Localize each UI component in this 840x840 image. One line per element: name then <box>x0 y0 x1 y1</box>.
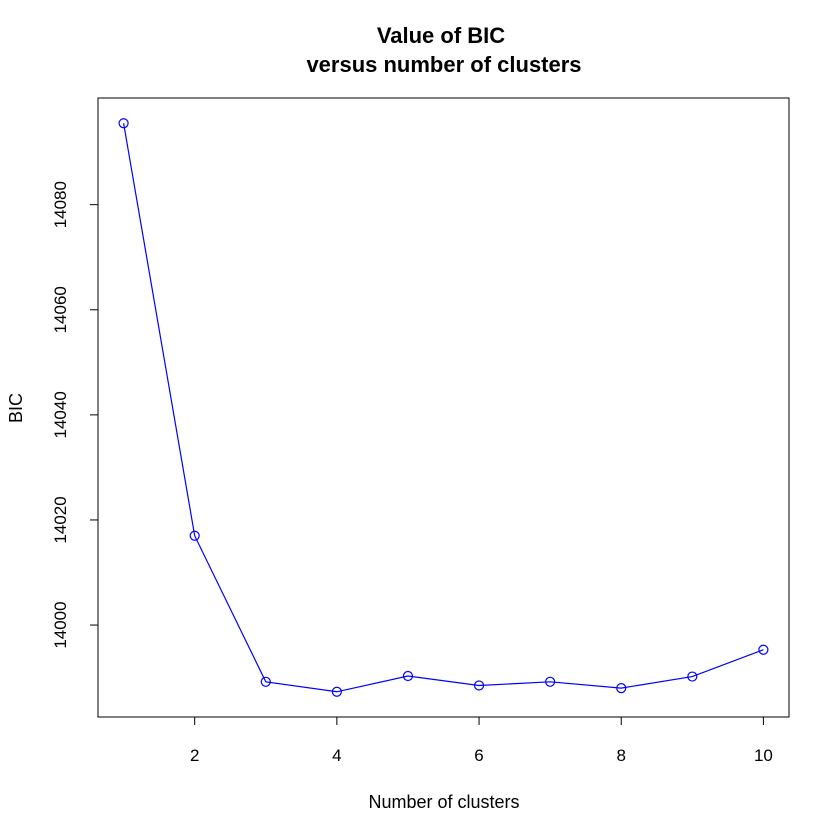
chart-title: Value of BIC <box>377 23 505 48</box>
data-point <box>473 680 485 691</box>
data-point <box>402 670 414 682</box>
y-axis: 14000 14020 14040 14060 14080 <box>51 181 99 649</box>
y-tick-label: 14000 <box>51 601 70 648</box>
data-point <box>118 118 129 129</box>
data-point <box>616 682 627 694</box>
y-tick-label: 14040 <box>51 391 70 438</box>
x-tick-label: 10 <box>754 746 773 765</box>
y-tick-label: 14080 <box>51 181 70 228</box>
y-tick-label: 14060 <box>51 286 70 333</box>
series-layer <box>118 118 769 697</box>
chart-subtitle: versus number of clusters <box>306 52 581 77</box>
data-point <box>687 671 698 682</box>
data-point <box>545 676 556 687</box>
data-point <box>331 686 342 697</box>
x-axis: 2 4 6 8 10 <box>190 716 773 765</box>
x-axis-label: Number of clusters <box>368 792 519 812</box>
data-point <box>260 676 271 687</box>
data-point <box>758 644 769 655</box>
data-point <box>189 530 200 541</box>
x-tick-label: 6 <box>474 746 483 765</box>
x-tick-label: 2 <box>190 746 199 765</box>
y-tick-label: 14020 <box>51 496 70 543</box>
x-tick-label: 4 <box>332 746 341 765</box>
series-line <box>123 123 764 693</box>
x-tick-label: 8 <box>616 746 625 765</box>
y-axis-label: BIC <box>6 393 26 423</box>
